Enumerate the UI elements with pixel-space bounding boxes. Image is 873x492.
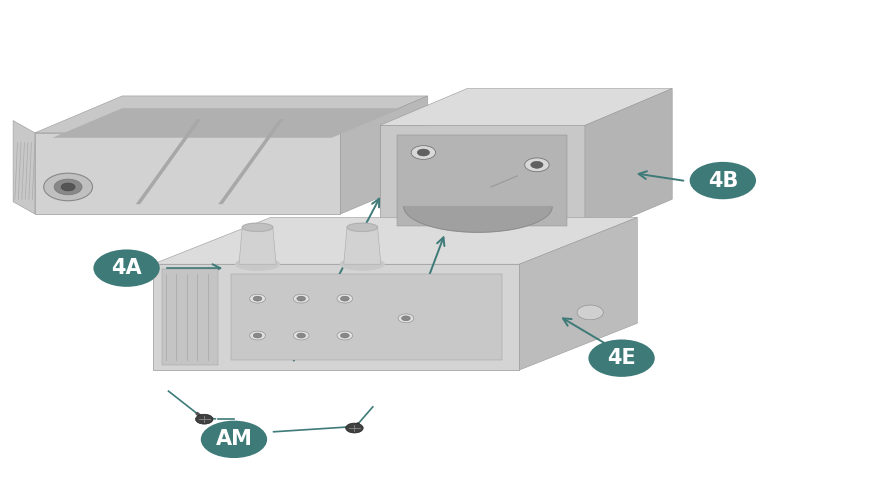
Text: 4A: 4A: [111, 258, 142, 278]
Circle shape: [250, 294, 265, 303]
Circle shape: [61, 183, 75, 191]
Ellipse shape: [93, 249, 160, 287]
Polygon shape: [397, 135, 567, 226]
Polygon shape: [218, 119, 284, 204]
Polygon shape: [347, 223, 377, 231]
Polygon shape: [403, 207, 553, 232]
Circle shape: [293, 331, 309, 340]
Ellipse shape: [690, 162, 756, 199]
Polygon shape: [340, 96, 428, 214]
Circle shape: [531, 161, 543, 168]
Polygon shape: [153, 264, 519, 370]
Circle shape: [346, 423, 363, 433]
Polygon shape: [13, 121, 35, 214]
Circle shape: [54, 179, 82, 195]
Circle shape: [253, 333, 262, 338]
Polygon shape: [344, 227, 381, 264]
Polygon shape: [585, 89, 672, 236]
Circle shape: [253, 296, 262, 301]
Circle shape: [340, 333, 349, 338]
Circle shape: [293, 294, 309, 303]
Polygon shape: [243, 223, 272, 231]
Circle shape: [196, 414, 213, 424]
Polygon shape: [136, 119, 201, 204]
Polygon shape: [162, 269, 218, 365]
Circle shape: [525, 158, 549, 172]
Circle shape: [337, 331, 353, 340]
Circle shape: [250, 331, 265, 340]
Text: AM: AM: [216, 430, 252, 449]
Text: 4E: 4E: [608, 348, 636, 368]
Polygon shape: [35, 133, 340, 214]
Circle shape: [402, 316, 410, 321]
Text: 4B: 4B: [708, 171, 738, 190]
Polygon shape: [340, 258, 384, 270]
Polygon shape: [153, 217, 637, 264]
Ellipse shape: [201, 421, 267, 458]
Circle shape: [417, 149, 430, 156]
Circle shape: [297, 296, 306, 301]
Circle shape: [337, 294, 353, 303]
Polygon shape: [236, 258, 279, 270]
Circle shape: [44, 173, 93, 201]
Circle shape: [398, 314, 414, 323]
Polygon shape: [380, 125, 585, 236]
Polygon shape: [239, 227, 276, 264]
Circle shape: [577, 305, 603, 320]
Ellipse shape: [588, 339, 655, 377]
Polygon shape: [35, 96, 428, 133]
Polygon shape: [52, 108, 402, 138]
Polygon shape: [380, 89, 672, 125]
Polygon shape: [519, 217, 637, 370]
Circle shape: [411, 146, 436, 159]
Circle shape: [340, 296, 349, 301]
Polygon shape: [231, 274, 502, 360]
Circle shape: [297, 333, 306, 338]
